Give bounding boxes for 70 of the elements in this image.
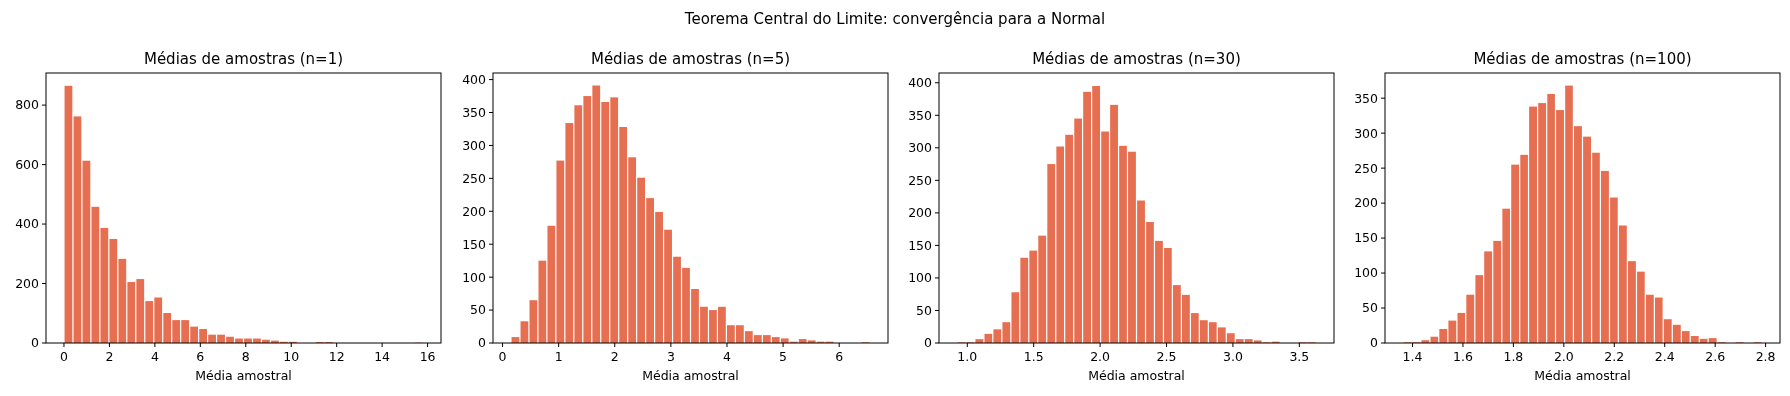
y-tick-label: 200 bbox=[462, 203, 487, 219]
y-tick-label: 600 bbox=[15, 156, 40, 172]
x-tick-label: 1.6 bbox=[1453, 349, 1473, 364]
x-tick-label: 10 bbox=[283, 349, 300, 364]
x-tick-label: 5 bbox=[779, 349, 788, 364]
y-tick-label: 400 bbox=[908, 75, 933, 91]
x-tick-label: 6 bbox=[835, 349, 844, 364]
y-tick-label: 150 bbox=[908, 237, 933, 253]
y-tick-label: 400 bbox=[15, 216, 40, 232]
x-tick-label: 0 bbox=[498, 349, 507, 364]
y-tick-label: 250 bbox=[1354, 160, 1379, 176]
y-tick-label: 300 bbox=[1354, 125, 1379, 141]
y-tick-label: 0 bbox=[31, 335, 40, 351]
chart-title: Médias de amostras (n=30) bbox=[1032, 50, 1241, 68]
x-tick-label: 2.8 bbox=[1755, 349, 1776, 364]
y-tick-label: 100 bbox=[1354, 265, 1379, 281]
x-axis-title: Média amostral bbox=[1088, 368, 1185, 383]
x-tick-label: 2.0 bbox=[1090, 349, 1111, 364]
y-tick-label: 50 bbox=[470, 302, 487, 318]
x-tick-label: 3.5 bbox=[1289, 349, 1310, 364]
x-tick-label: 2.5 bbox=[1156, 349, 1177, 364]
y-tick-label: 800 bbox=[15, 97, 40, 113]
y-tick-label: 50 bbox=[1362, 300, 1379, 316]
y-tick-label: 300 bbox=[908, 140, 933, 156]
x-tick-label: 12 bbox=[328, 349, 345, 364]
y-tick-label: 50 bbox=[916, 302, 933, 318]
x-tick-label: 2 bbox=[610, 349, 619, 364]
x-tick-label: 0 bbox=[59, 349, 68, 364]
y-tick-label: 150 bbox=[462, 236, 487, 252]
x-axis-title: Média amostral bbox=[195, 368, 292, 383]
y-tick-label: 250 bbox=[462, 170, 487, 186]
chart-title: Médias de amostras (n=1) bbox=[143, 50, 344, 68]
y-tick-label: 200 bbox=[908, 205, 933, 221]
y-tick-label: 200 bbox=[15, 275, 40, 291]
y-tick-label: 100 bbox=[908, 270, 933, 286]
x-tick-label: 8 bbox=[241, 349, 250, 364]
y-tick-label: 400 bbox=[462, 71, 487, 87]
x-tick-label: 14 bbox=[374, 349, 391, 364]
text: Teorema Central do Limite: convergência para a Normal bbox=[683, 10, 1106, 28]
x-tick-label: 2 bbox=[105, 349, 114, 364]
y-tick-label: 0 bbox=[1370, 335, 1379, 351]
y-tick-label: 350 bbox=[908, 107, 933, 123]
x-tick-label: 16 bbox=[419, 349, 436, 364]
x-tick-label: 4 bbox=[150, 349, 159, 364]
y-tick-label: 300 bbox=[462, 137, 487, 153]
x-tick-label: 3.0 bbox=[1222, 349, 1243, 364]
y-tick-label: 350 bbox=[1354, 90, 1379, 106]
x-tick-label: 1 bbox=[554, 349, 563, 364]
x-tick-label: 2.2 bbox=[1604, 349, 1625, 364]
y-tick-label: 0 bbox=[478, 335, 487, 351]
y-tick-label: 0 bbox=[924, 335, 933, 351]
x-tick-label: 1.0 bbox=[957, 349, 978, 364]
x-tick-label: 2.6 bbox=[1705, 349, 1726, 364]
y-tick-label: 250 bbox=[908, 172, 933, 188]
chart-title: Médias de amostras (n=5) bbox=[590, 50, 791, 68]
y-tick-label: 100 bbox=[462, 269, 487, 285]
x-tick-label: 1.8 bbox=[1503, 349, 1524, 364]
x-tick-label: 3 bbox=[666, 349, 675, 364]
y-tick-label: 350 bbox=[462, 104, 487, 120]
x-tick-label: 2.4 bbox=[1654, 349, 1675, 364]
x-axis-title: Média amostral bbox=[1534, 368, 1631, 383]
x-tick-label: 4 bbox=[722, 349, 731, 364]
y-tick-label: 200 bbox=[1354, 195, 1379, 211]
x-tick-label: 6 bbox=[196, 349, 205, 364]
x-tick-label: 2.0 bbox=[1553, 349, 1574, 364]
chart-title: Médias de amostras (n=100) bbox=[1473, 50, 1692, 68]
x-axis-title: Média amostral bbox=[642, 368, 739, 383]
y-tick-label: 150 bbox=[1354, 230, 1379, 246]
x-tick-label: 1.4 bbox=[1402, 349, 1423, 364]
x-tick-label: 1.5 bbox=[1023, 349, 1044, 364]
